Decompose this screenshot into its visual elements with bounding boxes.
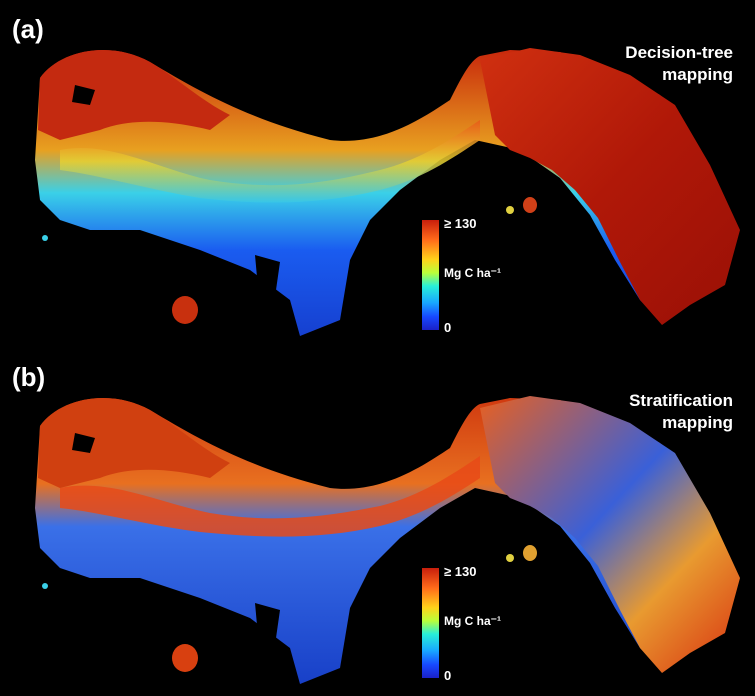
island-2: [523, 545, 537, 561]
carbon-map-a: [35, 48, 740, 336]
carbon-map-b: [35, 396, 740, 684]
legend-unit-label: Mg C ha⁻¹: [444, 266, 501, 280]
island-3: [506, 206, 514, 214]
island-4: [42, 583, 48, 589]
colorbar: [422, 220, 439, 330]
land-east: [480, 48, 740, 325]
island-3: [506, 554, 514, 562]
panel-stratification: (b) Stratification mapping ≥ 130 Mg C ha…: [0, 348, 755, 696]
panel-letter: (b): [12, 362, 46, 392]
gulf: [255, 603, 280, 638]
panel-letter: (a): [12, 14, 44, 44]
legend-min-label: 0: [444, 668, 452, 683]
northwest-forest: [38, 50, 230, 140]
island-1: [172, 644, 198, 672]
legend-unit-label: Mg C ha⁻¹: [444, 614, 501, 628]
lake: [72, 85, 95, 105]
northwest-forest: [38, 398, 230, 488]
method-title-line2: mapping: [662, 413, 733, 432]
legend-max-label: ≥ 130: [444, 564, 477, 579]
canal-lake: [428, 418, 455, 438]
method-title: Decision-tree mapping: [533, 42, 733, 86]
method-title: Stratification mapping: [533, 390, 733, 434]
island-1: [172, 296, 198, 324]
method-title-line1: Decision-tree: [625, 43, 733, 62]
island-4: [42, 235, 48, 241]
method-title-line2: mapping: [662, 65, 733, 84]
gulf: [255, 255, 280, 290]
legend-max-label: ≥ 130: [444, 216, 477, 231]
mountain-band: [60, 120, 480, 203]
mountain-band: [60, 456, 480, 537]
colorbar: [422, 568, 439, 678]
legend-min-label: 0: [444, 320, 452, 335]
method-title-line1: Stratification: [629, 391, 733, 410]
colorbar-legend: ≥ 130 Mg C ha⁻¹ 0: [418, 216, 538, 340]
colorbar-legend: ≥ 130 Mg C ha⁻¹ 0: [418, 564, 538, 688]
lake: [72, 433, 95, 453]
canal-lake: [428, 70, 455, 90]
land-east: [480, 396, 740, 673]
panel-decision-tree: (a) Decision-tree mapping ≥ 130 Mg C ha⁻…: [12, 14, 740, 340]
island-2: [523, 197, 537, 213]
